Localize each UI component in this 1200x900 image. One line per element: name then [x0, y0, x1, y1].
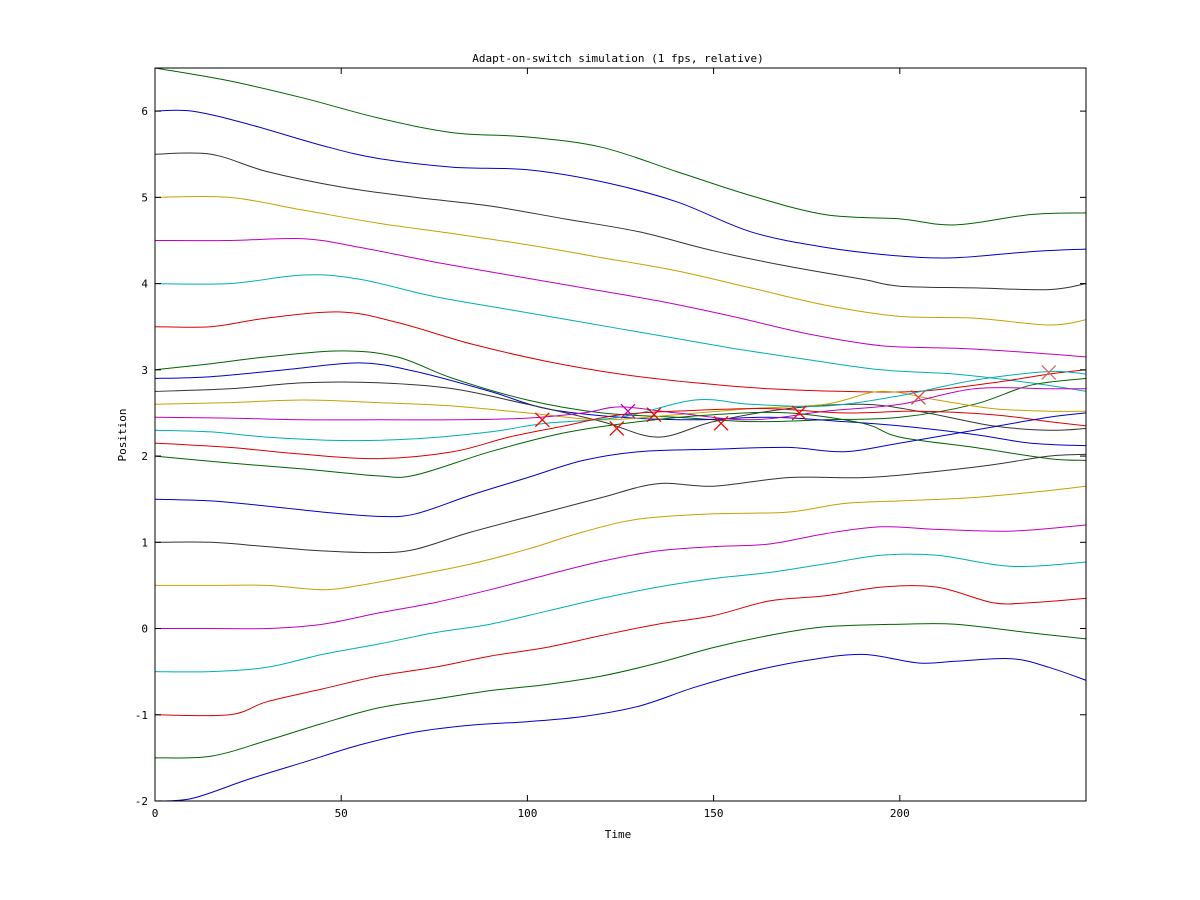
series-line-18 [155, 485, 1086, 591]
series-line-1 [155, 68, 1086, 226]
switch-marker-1 [534, 412, 550, 428]
series-line-4 [155, 195, 1086, 326]
x-tick-label: 50 [335, 807, 348, 820]
series-line-15 [155, 411, 1086, 478]
x-tick-label: 100 [517, 807, 537, 820]
y-axis-label: Position [116, 409, 129, 462]
series-line-6 [155, 274, 1086, 392]
plot-frame [154, 67, 1087, 802]
series-line-22 [155, 622, 1086, 759]
y-tick-label: 5 [141, 191, 148, 204]
series-line-2 [155, 109, 1086, 259]
y-tick-label: -1 [135, 709, 148, 722]
y-tick-label: 2 [141, 450, 148, 463]
switch-marker-8 [1041, 364, 1057, 380]
x-tick-label: 200 [890, 807, 910, 820]
series-line-12 [155, 387, 1086, 421]
x-tick-label: 0 [152, 807, 159, 820]
series-line-17 [155, 453, 1086, 554]
switch-marker-7 [910, 389, 926, 405]
marker-layer [534, 364, 1057, 436]
series-line-8 [155, 350, 1086, 423]
x-axis-ticks: 0 50 100 150 200 [152, 68, 910, 820]
chart-title: Adapt-on-switch simulation (1 fps, relat… [472, 52, 763, 65]
series-layer [155, 68, 1086, 801]
y-tick-label: 3 [141, 364, 148, 377]
switch-marker-2 [609, 421, 625, 436]
series-line-11 [155, 390, 1086, 421]
x-axis-label: Time [605, 828, 632, 841]
y-tick-label: 1 [141, 536, 148, 549]
switch-marker-5 [713, 415, 729, 431]
x-tick-label: 150 [704, 807, 724, 820]
y-tick-label: 0 [141, 623, 148, 636]
series-line-23 [155, 653, 1086, 801]
series-line-14 [155, 408, 1086, 460]
series-line-13 [155, 370, 1086, 442]
y-tick-label: -2 [135, 795, 148, 808]
y-tick-label: 6 [141, 105, 148, 118]
series-line-16 [155, 412, 1086, 518]
switch-marker-3 [620, 403, 636, 419]
switch-marker-4 [646, 407, 662, 423]
series-line-5 [155, 237, 1086, 358]
y-tick-label: 4 [141, 278, 148, 291]
series-line-21 [155, 585, 1086, 717]
series-line-3 [155, 152, 1086, 291]
series-line-19 [155, 524, 1086, 630]
series-line-20 [155, 553, 1086, 673]
switch-marker-6 [791, 405, 807, 421]
y-axis-ticks: -2 -1 0 1 2 3 4 5 6 [135, 105, 1086, 808]
series-line-10 [155, 381, 1086, 438]
series-line-7 [155, 311, 1086, 393]
